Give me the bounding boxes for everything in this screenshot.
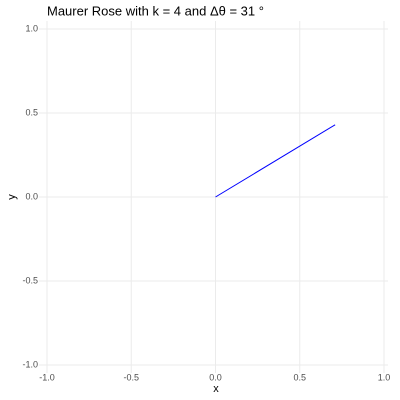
y-tick-label: 0.0 bbox=[25, 191, 38, 201]
x-axis-title: x bbox=[213, 383, 219, 395]
x-tick-label: -0.5 bbox=[123, 372, 139, 382]
x-tick-label: 1.0 bbox=[378, 372, 391, 382]
line-series bbox=[215, 124, 336, 198]
chart-title: Maurer Rose with k = 4 and Δθ = 31 ° bbox=[47, 3, 264, 18]
x-tick-label: 0.0 bbox=[209, 372, 222, 382]
x-tick-label: -1.0 bbox=[39, 372, 55, 382]
y-tick-label: -1.0 bbox=[22, 359, 38, 369]
y-tick-label: -0.5 bbox=[22, 275, 38, 285]
y-tick-label: 1.0 bbox=[25, 23, 38, 33]
x-tick-label: 0.5 bbox=[293, 372, 306, 382]
y-axis-title: y bbox=[6, 194, 18, 200]
y-tick-label: 0.5 bbox=[25, 107, 38, 117]
